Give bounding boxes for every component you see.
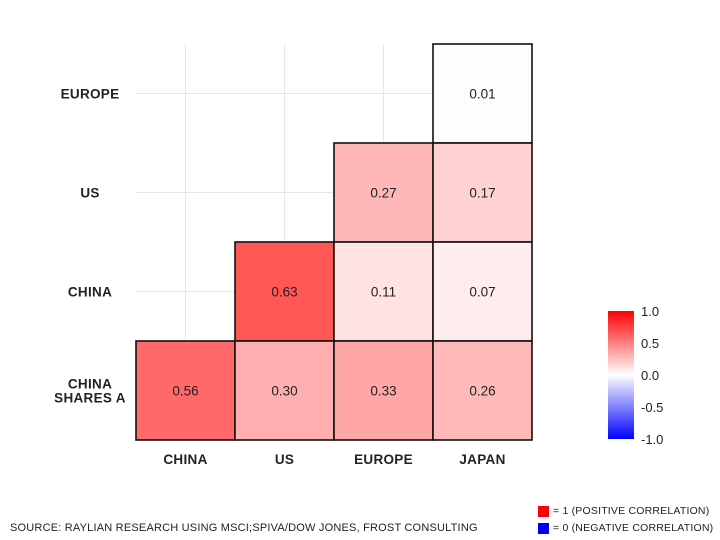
colorbar-tick-label: -0.5 bbox=[641, 400, 663, 415]
heatmap-cell bbox=[432, 340, 533, 441]
column-label: CHINA bbox=[163, 452, 207, 467]
cell-value-label: 0.27 bbox=[370, 186, 396, 201]
row-label: CHINA SHARES A bbox=[54, 377, 126, 406]
legend-negative-label: = 0 (NEGATIVE CORRELATION) bbox=[553, 522, 714, 534]
positive-swatch bbox=[538, 505, 549, 517]
column-label: JAPAN bbox=[459, 452, 505, 467]
legend-negative: = 0 (NEGATIVE CORRELATION) bbox=[538, 522, 713, 534]
column-label: US bbox=[275, 452, 294, 467]
cell-value-label: 0.26 bbox=[469, 384, 495, 399]
row-label: US bbox=[80, 186, 99, 201]
heatmap-cell bbox=[432, 241, 533, 342]
colorbar-tick-label: 0.5 bbox=[641, 336, 659, 351]
column-label: EUROPE bbox=[354, 452, 413, 467]
cell-value-label: 0.01 bbox=[469, 87, 495, 102]
colorbar-tick-label: -1.0 bbox=[641, 432, 663, 447]
heatmap-cell bbox=[135, 340, 236, 441]
colorbar: 1.0 0.5 0.0 -0.5 -1.0 bbox=[608, 304, 663, 447]
colorbar-tick-label: 0.0 bbox=[641, 368, 659, 383]
cell-value-label: 0.07 bbox=[469, 285, 495, 300]
row-label: EUROPE bbox=[61, 87, 120, 102]
heatmap-cell bbox=[234, 340, 335, 441]
legend-positive: = 1 (POSITIVE CORRELATION) bbox=[538, 505, 709, 517]
source-note: SOURCE: RAYLIAN RESEARCH USING MSCI;SPIV… bbox=[10, 522, 478, 534]
row-labels: EUROPE US CHINA CHINA SHARES A bbox=[54, 87, 126, 406]
cell-value-label: 0.56 bbox=[172, 384, 198, 399]
colorbar-gradient bbox=[608, 311, 634, 439]
cell-value-label: 0.63 bbox=[271, 285, 297, 300]
heatmap-cell bbox=[432, 142, 533, 243]
colorbar-tick-label: 1.0 bbox=[641, 304, 659, 319]
legend-positive-label: = 1 (POSITIVE CORRELATION) bbox=[553, 505, 710, 517]
cell-value-label: 0.11 bbox=[371, 285, 396, 300]
heatmap-cell bbox=[333, 340, 434, 441]
cell-value-label: 0.17 bbox=[469, 186, 495, 201]
heatmap-cells: 0.01 0.27 0.17 0.63 0.11 0.07 0.56 0.30 0.33 0.26 bbox=[135, 43, 533, 441]
column-labels: CHINA US EUROPE JAPAN bbox=[163, 452, 505, 467]
row-label: CHINA bbox=[68, 285, 112, 300]
heatmap-cell bbox=[432, 43, 533, 144]
cell-value-label: 0.30 bbox=[271, 384, 297, 399]
negative-swatch bbox=[538, 522, 549, 534]
cell-value-label: 0.33 bbox=[370, 384, 396, 399]
